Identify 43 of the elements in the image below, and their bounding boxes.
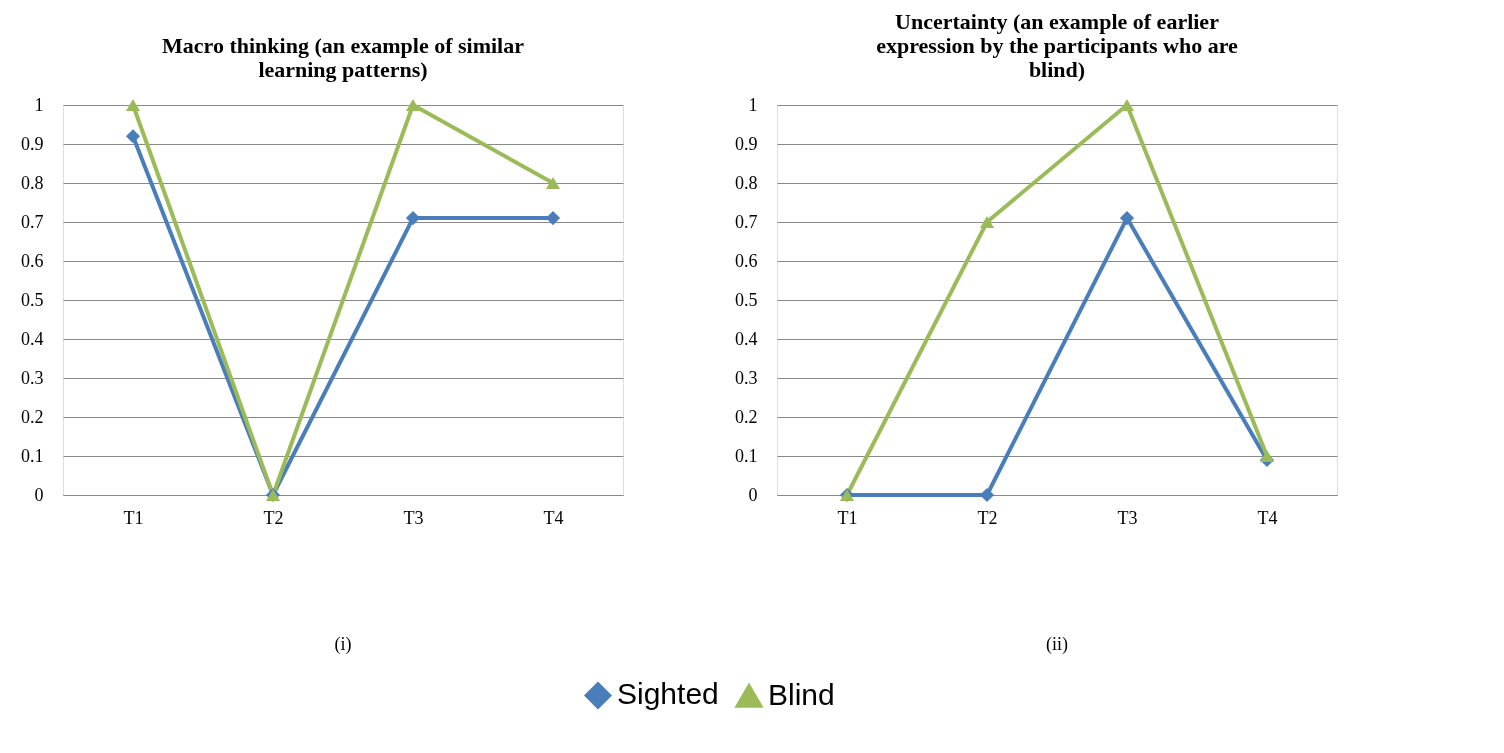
x-tick-label: T1 bbox=[123, 507, 144, 528]
point bbox=[125, 98, 141, 112]
x-tick-label: T4 bbox=[543, 507, 564, 528]
point bbox=[405, 98, 421, 112]
y-tick-label: 0.9 bbox=[735, 133, 758, 154]
y-tick-label: 0.4 bbox=[735, 328, 758, 349]
y-tick-label: 0.5 bbox=[735, 289, 758, 310]
x-tick-label: T2 bbox=[977, 507, 998, 528]
chart-title: Uncertainty (an example of earlier expression by the participants who are blind) bbox=[876, 9, 1239, 82]
point bbox=[545, 176, 561, 190]
y-tick-label: 0.2 bbox=[21, 406, 44, 427]
y-tick-label: 0.4 bbox=[21, 328, 44, 349]
x-tick-label: T2 bbox=[263, 507, 284, 528]
x-tick-label: T4 bbox=[1257, 507, 1278, 528]
y-tick-label: 1 bbox=[748, 94, 758, 115]
legend-label: Sighted bbox=[617, 677, 719, 711]
y-tick-label: 1 bbox=[34, 94, 44, 115]
y-tick-label: 0 bbox=[34, 484, 44, 505]
y-tick-label: 0.2 bbox=[735, 406, 758, 427]
x-tick-label: T1 bbox=[837, 507, 858, 528]
y-tick-label: 0 bbox=[748, 484, 758, 505]
y-tick-label: 0.1 bbox=[735, 445, 758, 466]
y-tick-label: 0.3 bbox=[735, 367, 758, 388]
point bbox=[1259, 449, 1275, 463]
y-tick-label: 0.6 bbox=[21, 250, 44, 271]
y-tick-label: 0.1 bbox=[21, 445, 44, 466]
y-tick-label: 0.9 bbox=[21, 133, 44, 154]
point bbox=[125, 129, 141, 144]
legend-label: Blind bbox=[768, 678, 835, 712]
x-tick-label: T3 bbox=[403, 507, 424, 528]
x-tick-label: T3 bbox=[1117, 507, 1138, 528]
point bbox=[1119, 211, 1135, 226]
chart-title: Macro thinking (an example of similar learning patterns) bbox=[162, 33, 525, 82]
y-tick-label: 0.6 bbox=[735, 250, 758, 271]
y-tick-label: 0.7 bbox=[735, 211, 758, 232]
y-tick-label: 0.8 bbox=[21, 172, 44, 193]
y-tick-label: 0.3 bbox=[21, 367, 44, 388]
y-tick-label: 0.8 bbox=[735, 172, 758, 193]
text: (ii) bbox=[1046, 634, 1068, 655]
text: (i) bbox=[334, 634, 352, 655]
y-tick-label: 0.7 bbox=[21, 211, 44, 232]
y-tick-label: 0.5 bbox=[21, 289, 44, 310]
point bbox=[979, 215, 995, 229]
